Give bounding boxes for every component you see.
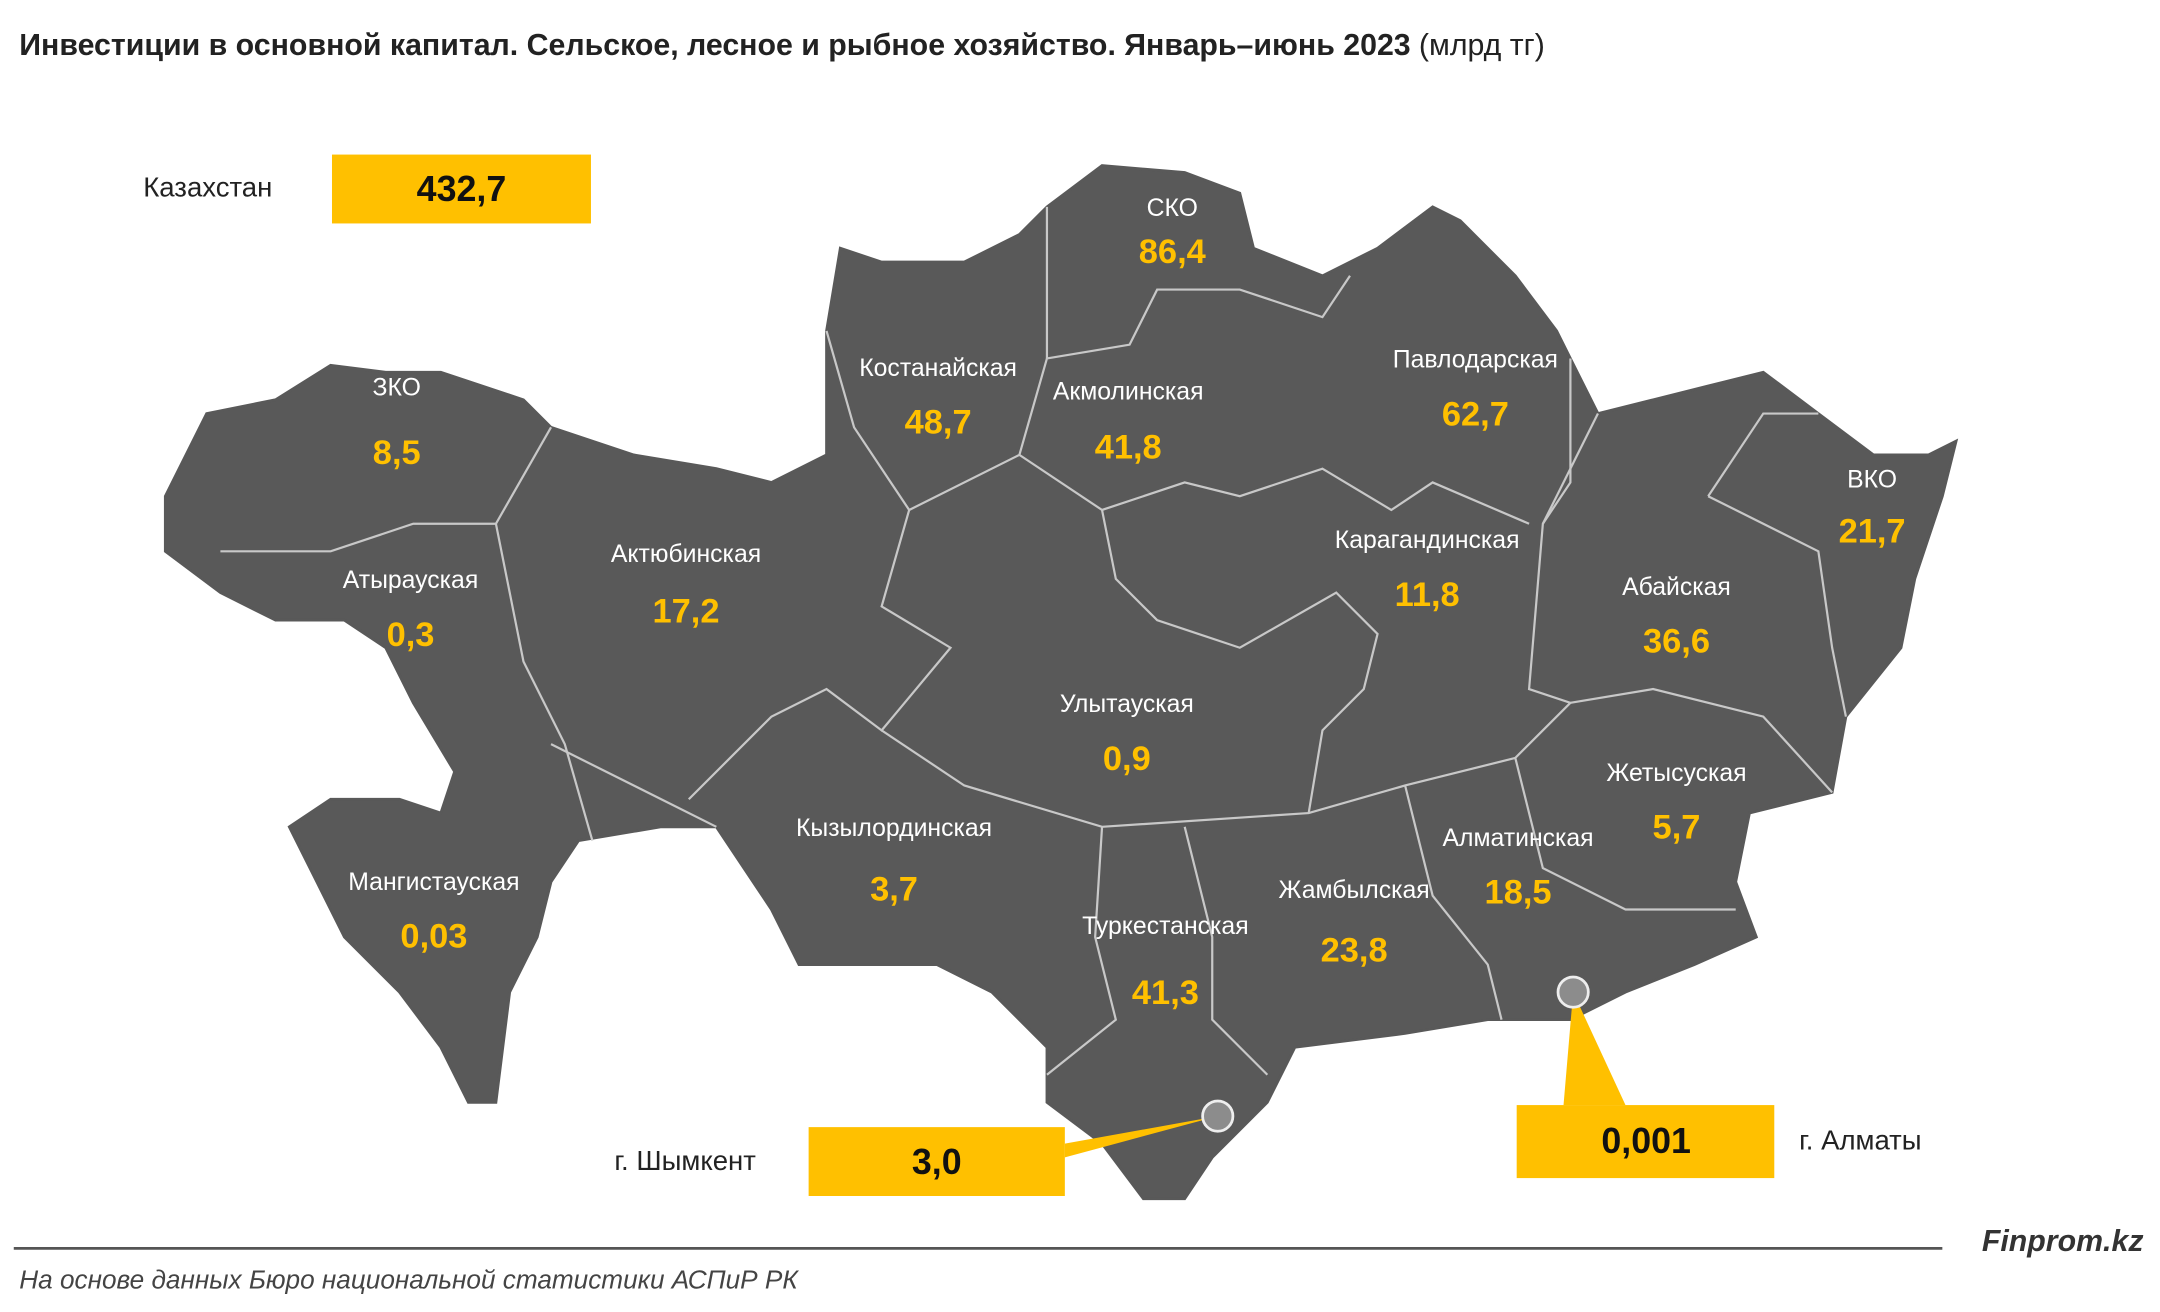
region-value: 0,3 xyxy=(387,616,435,654)
region-value: 0,03 xyxy=(400,917,467,955)
city-value: 0,001 xyxy=(1601,1121,1691,1161)
title: Инвестиции в основной капитал. Сельское,… xyxy=(19,29,1545,62)
region-name: ЗКО xyxy=(373,374,421,401)
title-unit: (млрд тг) xyxy=(1419,29,1545,62)
region-name: ВКО xyxy=(1847,467,1897,494)
region-value: 17,2 xyxy=(653,592,720,630)
almaty-callout xyxy=(1563,992,1626,1106)
city-label: г. Шымкент xyxy=(614,1145,756,1176)
region-value: 86,4 xyxy=(1139,233,1206,271)
region-labels: ЗКО 8,5 Атырауская 0,3 Актюбинская 17,2 Мангис… xyxy=(343,195,1906,1012)
region-name: Костанайская xyxy=(859,355,1017,382)
region-name: Жетысуская xyxy=(1606,760,1746,787)
region-name: Павлодарская xyxy=(1393,347,1558,374)
region-name: Атырауская xyxy=(343,567,479,594)
region-value: 18,5 xyxy=(1485,873,1552,911)
region-name: Карагандинская xyxy=(1335,527,1520,554)
region-name: Жамбылская xyxy=(1279,877,1430,904)
region-value: 8,5 xyxy=(373,434,421,472)
region-name: Улытауская xyxy=(1060,691,1194,718)
brand: Finprom.kz xyxy=(1982,1225,2144,1258)
region-value: 62,7 xyxy=(1442,395,1509,433)
region-name: Абайская xyxy=(1622,574,1731,601)
region-value: 3,7 xyxy=(870,871,918,909)
shymkent-marker xyxy=(1201,1099,1235,1133)
region-name: Мангистауская xyxy=(348,869,519,896)
shymkent-box xyxy=(808,1127,1065,1196)
region-name: Актюбинская xyxy=(611,541,761,568)
country-shape xyxy=(163,164,1959,1201)
region-name: Туркестанская xyxy=(1082,913,1248,940)
almaty-box xyxy=(1516,1105,1775,1179)
source-note: На основе данных Бюро национальной стати… xyxy=(19,1264,799,1294)
region-name: Кызылординская xyxy=(796,815,992,842)
region-value: 41,8 xyxy=(1095,428,1162,466)
region-name: СКО xyxy=(1147,195,1198,222)
total-value: 432,7 xyxy=(417,169,507,209)
region-value: 48,7 xyxy=(905,404,972,442)
city-label: г. Алматы xyxy=(1799,1125,1922,1156)
region-value: 21,7 xyxy=(1839,512,1906,550)
region-value: 36,6 xyxy=(1643,623,1710,661)
region-value: 41,3 xyxy=(1132,974,1199,1012)
region-value: 11,8 xyxy=(1395,576,1460,614)
region-name: Акмолинская xyxy=(1053,378,1204,405)
region-name: Алматинская xyxy=(1442,825,1593,852)
region-value: 5,7 xyxy=(1653,809,1701,847)
almaty-marker xyxy=(1556,975,1590,1009)
region-value: 23,8 xyxy=(1321,931,1388,969)
region-borders xyxy=(220,206,1847,1076)
title-main: Инвестиции в основной капитал. Сельское,… xyxy=(19,29,1410,62)
total-label: Казахстан xyxy=(143,171,272,202)
total-box xyxy=(331,154,591,224)
city-value: 3,0 xyxy=(912,1142,962,1182)
region-value: 0,9 xyxy=(1103,740,1151,778)
